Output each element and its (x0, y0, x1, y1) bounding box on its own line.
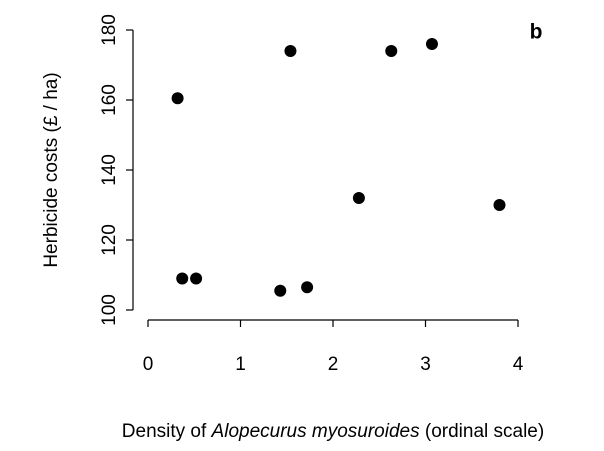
point (284, 45, 297, 57)
y-tick-label: 100 (99, 294, 120, 326)
x-label-italic: Alopecurus myosuroides (211, 421, 421, 442)
x-tick-label: 1 (235, 354, 246, 375)
x-tick-label: 2 (328, 354, 339, 375)
y-tick-label: 160 (99, 84, 120, 116)
x-tick-label: 3 (420, 354, 431, 375)
point (176, 272, 189, 285)
point (493, 199, 506, 211)
point (352, 192, 365, 204)
point (274, 284, 287, 297)
point (171, 92, 184, 105)
x-label-prefix: Density of (122, 421, 212, 442)
y-tick-label: 120 (99, 224, 120, 256)
y-tick-label: 180 (99, 14, 120, 46)
panel-label: b (530, 21, 543, 44)
x-axis-label: Density of Alopecurus myosuroides (ordin… (122, 421, 544, 442)
x-tick-label: 0 (143, 354, 154, 375)
point (385, 45, 398, 57)
x-label-suffix: (ordinal scale) (420, 421, 545, 442)
x-tick-label: 4 (513, 354, 524, 375)
y-tick-label: 140 (99, 154, 120, 186)
y-axis-label: Herbicide costs (£ / ha) (41, 72, 62, 267)
point (425, 38, 438, 50)
point (301, 281, 314, 294)
point (190, 272, 203, 285)
